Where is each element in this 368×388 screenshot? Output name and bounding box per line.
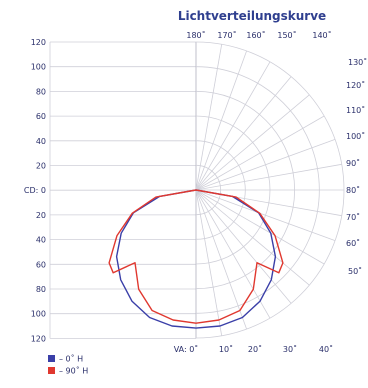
right-angle-label: 50˚ <box>348 266 362 276</box>
polar-spoke <box>196 189 247 330</box>
polar-spoke <box>196 50 247 191</box>
right-angle-label: 60˚ <box>346 238 360 248</box>
y-tick-label: 80 <box>36 87 46 96</box>
polar-spoke <box>196 44 223 191</box>
y-tick-label: 40 <box>36 137 46 146</box>
polar-spoke <box>196 189 310 286</box>
right-angle-label: 90˚ <box>346 158 360 168</box>
bottom-angle-label: 30˚ <box>283 344 297 354</box>
polar-spoke <box>196 94 310 191</box>
right-angle-label: 110˚ <box>346 105 365 115</box>
polar-spoke <box>196 139 336 191</box>
label-layer: 120 100 80 60 40 20 CD: 0 20 40 60 80 100 120 180˚ 170… <box>24 30 367 354</box>
arc-group <box>196 41 345 339</box>
polar-spoke <box>196 76 292 191</box>
y-tick-label: 100 <box>31 310 46 319</box>
legend-label: – 0˚ H <box>59 354 83 364</box>
right-angle-label: 80˚ <box>346 185 360 195</box>
right-angle-label: 70˚ <box>346 212 360 222</box>
y-tick-label: 20 <box>36 211 46 220</box>
y-tick-label: 80 <box>36 285 46 294</box>
chart-title: Lichtverteilungskurve <box>178 9 326 23</box>
polar-spoke <box>196 163 342 191</box>
legend-swatch <box>48 355 55 362</box>
bottom-angle-label: 10˚ <box>219 344 233 354</box>
right-angle-label: 130˚ <box>348 57 367 67</box>
legend: – 0˚ H – 90˚ H <box>48 354 88 376</box>
y-tick-label: 120 <box>31 334 46 343</box>
top-angle-label: 140˚ <box>312 30 331 40</box>
bottom-angle-label: VA: 0˚ <box>174 344 199 354</box>
y-tick-label: 100 <box>31 63 46 72</box>
y-tick-label: 60 <box>36 112 46 121</box>
right-angle-label: 100˚ <box>346 131 365 141</box>
polar-spoke <box>196 115 325 191</box>
legend-label: – 90˚ H <box>59 366 88 376</box>
bottom-angle-label: 40˚ <box>319 344 333 354</box>
polar-spoke <box>196 61 271 191</box>
top-angle-label: 150˚ <box>277 30 296 40</box>
top-angle-label: 160˚ <box>246 30 265 40</box>
series-curve-1 <box>108 189 284 324</box>
curve-layer <box>108 189 284 329</box>
polar-spoke <box>196 189 325 265</box>
y-tick-label: 40 <box>36 236 46 245</box>
y-tick-label: 60 <box>36 260 46 269</box>
y-tick-label: 20 <box>36 162 46 171</box>
polar-spoke <box>196 189 336 241</box>
polar-spoke <box>196 189 292 304</box>
legend-swatch <box>48 367 55 374</box>
grid-layer <box>49 41 345 339</box>
polar-spoke <box>196 189 223 336</box>
top-angle-label: 170˚ <box>217 30 236 40</box>
series-curve-0 <box>115 189 277 329</box>
y-tick-label: CD: 0 <box>24 186 46 195</box>
polar-spoke <box>196 189 271 319</box>
right-angle-label: 120˚ <box>346 80 365 90</box>
bottom-angle-label: 20˚ <box>248 344 262 354</box>
y-tick-label: 120 <box>31 38 46 47</box>
top-angle-label: 180˚ <box>186 30 205 40</box>
